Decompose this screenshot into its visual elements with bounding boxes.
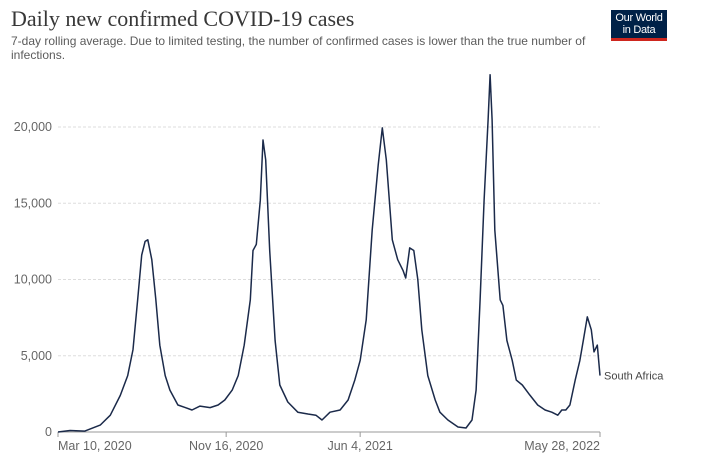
y-tick-label: 0 [45, 425, 52, 439]
y-tick-label: 10,000 [14, 273, 52, 287]
series-line-south-africa [57, 73, 601, 433]
y-tick-label: 20,000 [14, 120, 52, 134]
x-tick-label: Mar 10, 2020 [58, 439, 132, 453]
chart-title: Daily new confirmed COVID-19 cases [11, 6, 355, 31]
owid-logo[interactable]: Our World in Data [611, 10, 667, 41]
x-tick-label: Jun 4, 2021 [327, 439, 392, 453]
chart-subtitle: 7-day rolling average. Due to limited te… [11, 34, 586, 62]
x-tick-label: May 28, 2022 [524, 439, 600, 453]
x-tick-label: Nov 16, 2020 [189, 439, 263, 453]
y-tick-label: 15,000 [14, 196, 52, 210]
series-label: South Africa [604, 371, 664, 383]
y-tick-label: 5,000 [21, 349, 52, 363]
